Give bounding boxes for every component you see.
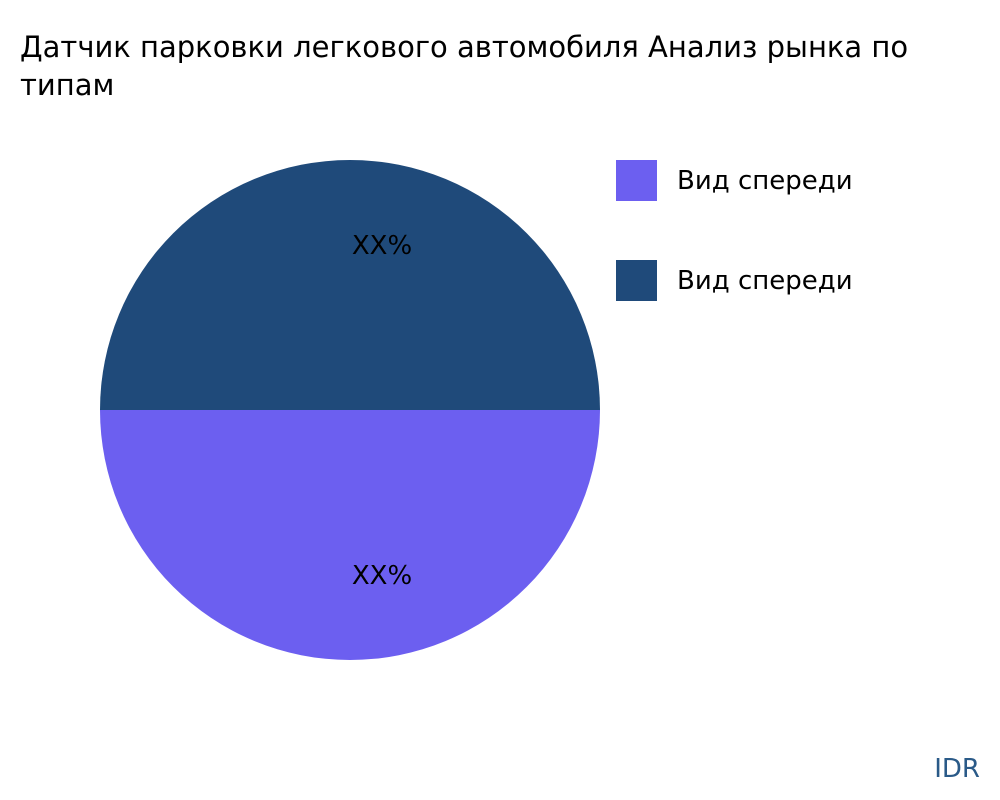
legend-swatch [616, 260, 657, 301]
legend-item: Вид спереди [616, 160, 853, 201]
legend-swatch [616, 160, 657, 201]
pie-slice [100, 410, 600, 660]
legend-label: Вид спереди [677, 165, 853, 196]
chart-title: Датчик парковки легкового автомобиля Ана… [20, 28, 1000, 104]
title-line-2: типам [20, 68, 115, 102]
slice-data-label: XX% [352, 561, 412, 591]
brand-logo: IDR [934, 754, 980, 784]
legend-item: Вид спереди [616, 260, 853, 301]
title-line-1: Датчик парковки легкового автомобиля Ана… [20, 30, 909, 64]
slice-data-label: XX% [352, 231, 412, 261]
pie-slice [100, 160, 600, 410]
legend-label: Вид спереди [677, 265, 853, 296]
